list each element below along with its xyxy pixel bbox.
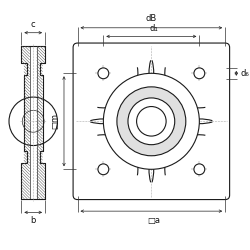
Circle shape	[194, 68, 205, 79]
Text: □m: □m	[50, 113, 59, 129]
Circle shape	[117, 87, 186, 156]
Text: c: c	[31, 20, 36, 29]
Text: b: b	[30, 216, 36, 225]
Circle shape	[128, 98, 175, 145]
Text: □a: □a	[147, 216, 160, 224]
Text: d₁: d₁	[150, 24, 158, 33]
Circle shape	[98, 164, 109, 175]
FancyBboxPatch shape	[73, 43, 230, 200]
Circle shape	[98, 68, 109, 79]
Circle shape	[103, 73, 199, 169]
Text: d₆: d₆	[241, 69, 250, 78]
Circle shape	[136, 106, 166, 136]
Text: dB: dB	[146, 14, 157, 23]
Circle shape	[194, 164, 205, 175]
